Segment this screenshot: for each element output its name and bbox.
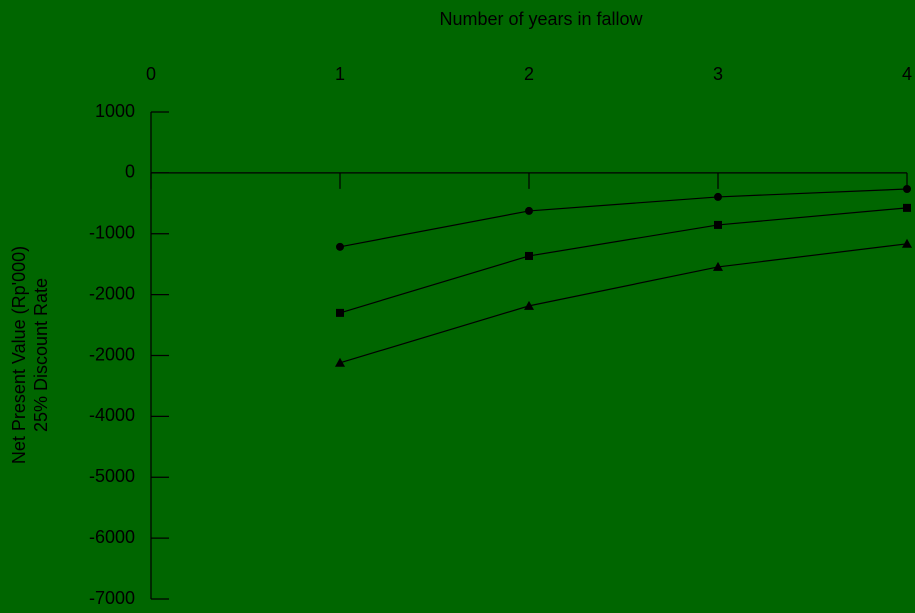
series-line [339, 207, 908, 314]
y-tick-label: -2000 [89, 283, 135, 303]
point [525, 206, 533, 215]
point [903, 203, 911, 212]
point [525, 251, 533, 260]
x-tick-label: 0 [146, 64, 156, 84]
point [902, 238, 912, 248]
y-tick-label: 0 [125, 162, 135, 182]
y-label-group: Net Present Value (Rp'000) 25% Discount … [9, 246, 51, 464]
series-line [339, 188, 908, 248]
y-tick-label: -6000 [89, 527, 135, 547]
point [524, 300, 534, 310]
x-tick-label: 4 [902, 64, 912, 84]
chart-title: Number of years in fallow [439, 9, 643, 29]
point [714, 192, 722, 201]
y-tick-label: -2000 [89, 344, 135, 364]
y-tick-label: -7000 [89, 588, 135, 608]
y-tick-label: 1000 [95, 101, 135, 121]
point [335, 357, 345, 367]
point [714, 220, 722, 229]
point [336, 308, 344, 317]
point [713, 261, 723, 271]
point [336, 242, 344, 251]
y-tick-label: -4000 [89, 405, 135, 425]
series-line [339, 243, 908, 364]
y-axis-label: 25% Discount Rate [31, 278, 51, 432]
x-tick-label: 2 [524, 64, 534, 84]
y-tick-label: -5000 [89, 466, 135, 486]
x-tick-label: 1 [335, 64, 345, 84]
y-axis-label: Net Present Value (Rp'000) [9, 246, 29, 464]
y-tick-label: -1000 [89, 223, 135, 243]
point [903, 185, 911, 194]
x-tick-label: 3 [713, 64, 723, 84]
